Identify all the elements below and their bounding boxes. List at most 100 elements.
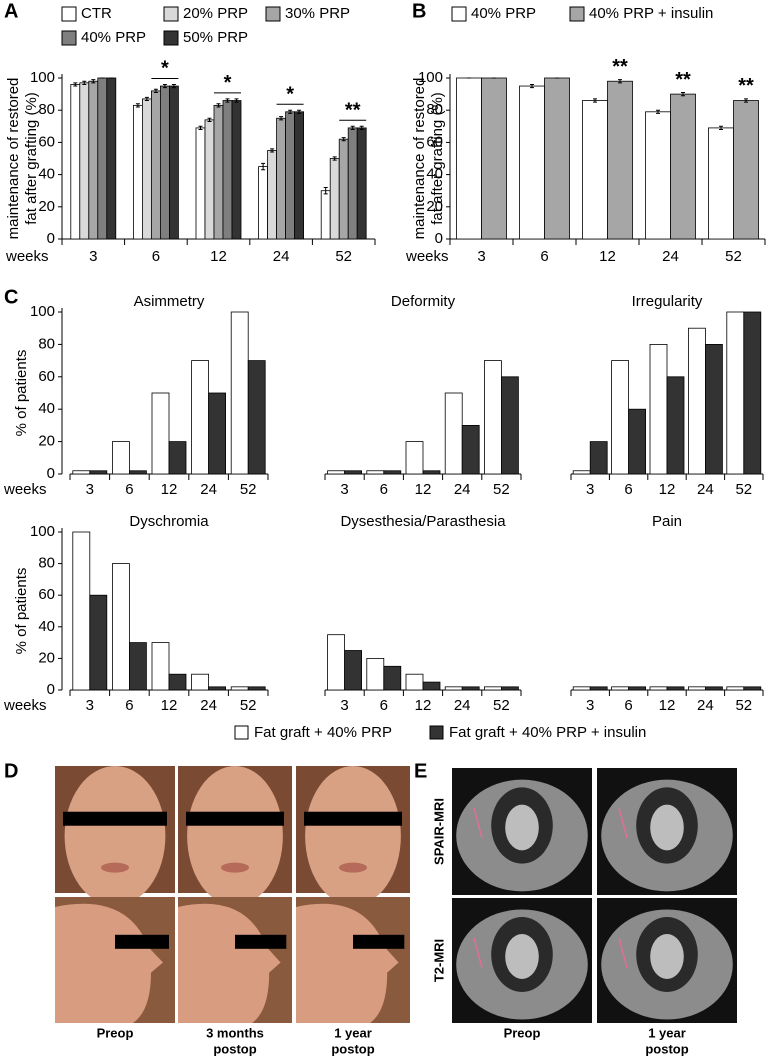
bar	[743, 311, 762, 475]
bar	[607, 80, 633, 240]
photo-label: 3 months	[206, 1025, 264, 1040]
significance-label: **	[612, 56, 628, 78]
bar	[128, 642, 147, 691]
x-tick-label: 12	[659, 481, 676, 498]
y-tick-label: 60	[38, 586, 55, 603]
bar	[195, 127, 206, 240]
y-axis-label: maintenance of restored	[5, 78, 22, 240]
significance-label: *	[224, 72, 232, 94]
panel-letter: D	[4, 760, 18, 782]
bar	[572, 686, 591, 691]
facet-title: Irregularity	[632, 293, 703, 310]
y-tick-label: 80	[38, 555, 55, 572]
facet-title: Asimmetry	[134, 293, 205, 310]
photo-label: 1 year	[334, 1025, 372, 1040]
bar	[461, 686, 480, 691]
bar	[159, 85, 170, 240]
bar	[128, 470, 147, 475]
bar	[267, 150, 278, 240]
y-tick-label: 100	[30, 303, 55, 320]
x-tick-label: 12	[415, 697, 432, 714]
x-tick-label: 52	[735, 697, 752, 714]
mri-marker	[618, 937, 628, 969]
bar	[500, 686, 519, 691]
error-bar	[719, 125, 723, 131]
y-tick-label: 0	[47, 230, 55, 247]
error-bar	[618, 79, 622, 84]
bar	[422, 470, 441, 475]
bar	[688, 686, 706, 691]
bar	[72, 470, 91, 475]
error-bar	[681, 91, 685, 97]
bar	[70, 84, 81, 240]
legend-swatch	[234, 725, 249, 740]
bar	[405, 441, 424, 475]
error-bar	[73, 82, 78, 87]
photo-label: postop	[331, 1041, 374, 1056]
bar	[366, 470, 385, 475]
error-bar	[91, 79, 96, 84]
x-tick-label: 24	[200, 697, 217, 714]
bar	[79, 82, 90, 240]
bar	[726, 686, 745, 691]
x-tick-label: 6	[540, 248, 548, 265]
bar	[500, 376, 519, 475]
x-tick-label: 24	[200, 481, 217, 498]
legend-label: CTR	[81, 5, 112, 22]
bar	[383, 665, 402, 691]
bar	[168, 673, 187, 691]
x-tick-label: 12	[210, 248, 227, 265]
facet-title: Pain	[652, 513, 682, 530]
bar	[611, 360, 629, 475]
bar	[688, 327, 706, 475]
mouth	[339, 862, 367, 873]
bar	[444, 392, 463, 475]
profile	[55, 903, 163, 1023]
error-bar	[530, 83, 534, 89]
bar	[213, 104, 224, 240]
bar	[481, 77, 507, 240]
y-tick-label: 60	[426, 133, 443, 150]
bar	[276, 117, 287, 240]
bar	[88, 80, 99, 240]
error-bar	[270, 148, 275, 153]
x-tick-label: 6	[624, 697, 632, 714]
error-bar	[162, 83, 167, 89]
legend-swatch	[163, 30, 179, 46]
x-tick-label: 3	[586, 481, 594, 498]
x-tick-label: 52	[240, 697, 257, 714]
error-bar	[207, 117, 212, 122]
error-bar	[593, 98, 597, 103]
mri-marker	[473, 807, 483, 839]
y-axis-label: fat after grafting (%)	[429, 92, 446, 225]
x-tick-label: 52	[725, 248, 742, 265]
x-tick-label: 12	[599, 248, 616, 265]
bar	[628, 408, 646, 475]
bar	[230, 686, 249, 691]
bar	[338, 138, 349, 240]
bar	[726, 311, 745, 475]
eye-mask	[115, 934, 169, 949]
bar	[168, 85, 179, 240]
y-tick-label: 40	[426, 166, 443, 183]
y-tick-label: 80	[426, 101, 443, 118]
legend-label: 20% PRP	[183, 5, 248, 22]
y-tick-label: 0	[47, 465, 55, 482]
bar	[208, 686, 227, 691]
bar	[589, 686, 608, 691]
mri-label: Preop	[504, 1025, 541, 1040]
mri-tongue	[650, 934, 684, 979]
bar	[327, 470, 346, 475]
bar	[208, 392, 227, 475]
bar	[705, 686, 723, 691]
legend-label: 40% PRP	[471, 5, 536, 22]
x-tick-label: 24	[454, 481, 471, 498]
y-tick-label: 80	[38, 101, 55, 118]
y-tick-label: 0	[435, 230, 443, 247]
bar	[141, 98, 152, 240]
mouth	[101, 862, 129, 873]
error-bar	[171, 83, 176, 89]
panel-letter: B	[412, 0, 426, 22]
y-axis-label: fat after grafting (%)	[23, 92, 40, 225]
